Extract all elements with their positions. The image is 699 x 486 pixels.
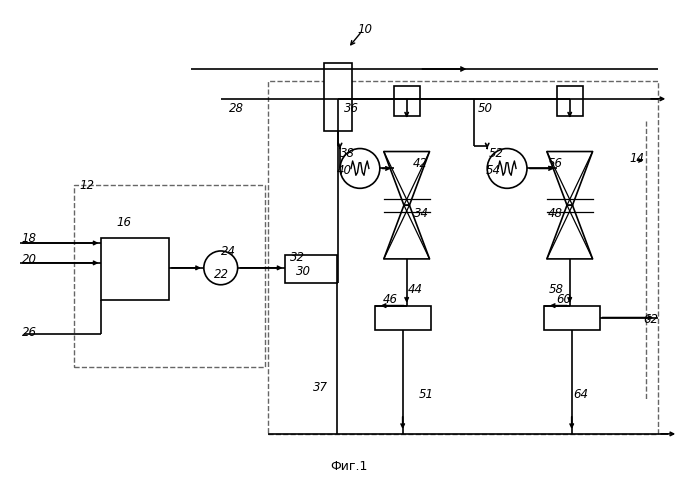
Text: 12: 12 [80, 179, 94, 192]
Text: 24: 24 [221, 245, 236, 259]
Text: 26: 26 [22, 326, 37, 339]
Text: 20: 20 [22, 253, 37, 266]
Text: 16: 16 [116, 216, 131, 228]
Circle shape [340, 149, 380, 188]
Text: 30: 30 [296, 265, 311, 278]
Bar [375, 306, 431, 330]
Circle shape [204, 251, 238, 285]
Text: 36: 36 [344, 102, 359, 115]
Polygon shape [384, 205, 430, 259]
Polygon shape [384, 152, 430, 205]
Text: 32: 32 [290, 251, 305, 264]
Bar [101, 238, 169, 300]
Bar [285, 255, 337, 283]
Bar [73, 185, 266, 367]
Text: 28: 28 [229, 102, 244, 115]
Bar [544, 306, 600, 330]
Polygon shape [547, 152, 593, 205]
Text: 10: 10 [357, 23, 372, 36]
Bar [394, 86, 419, 116]
Text: 54: 54 [487, 164, 501, 177]
Text: 22: 22 [214, 268, 229, 281]
Text: 50: 50 [478, 102, 493, 115]
Text: 64: 64 [574, 388, 589, 400]
Text: 14: 14 [629, 152, 644, 165]
Text: 52: 52 [489, 147, 504, 160]
Text: 46: 46 [383, 293, 398, 306]
Text: 18: 18 [22, 231, 37, 244]
Text: 42: 42 [412, 157, 428, 170]
Bar [268, 81, 658, 434]
Text: 48: 48 [548, 207, 563, 220]
Text: 56: 56 [548, 157, 563, 170]
Text: 44: 44 [408, 283, 423, 296]
Text: 40: 40 [337, 164, 352, 177]
Text: Фиг.1: Фиг.1 [331, 460, 368, 473]
Text: 37: 37 [313, 381, 329, 394]
Text: 38: 38 [340, 147, 355, 160]
Text: 60: 60 [556, 293, 571, 306]
Text: 62: 62 [643, 313, 658, 326]
Text: 51: 51 [419, 388, 433, 400]
Text: 34: 34 [414, 207, 428, 220]
Circle shape [487, 149, 527, 188]
Bar [324, 63, 352, 131]
Bar [557, 86, 583, 116]
Polygon shape [547, 205, 593, 259]
Text: 58: 58 [549, 283, 564, 296]
